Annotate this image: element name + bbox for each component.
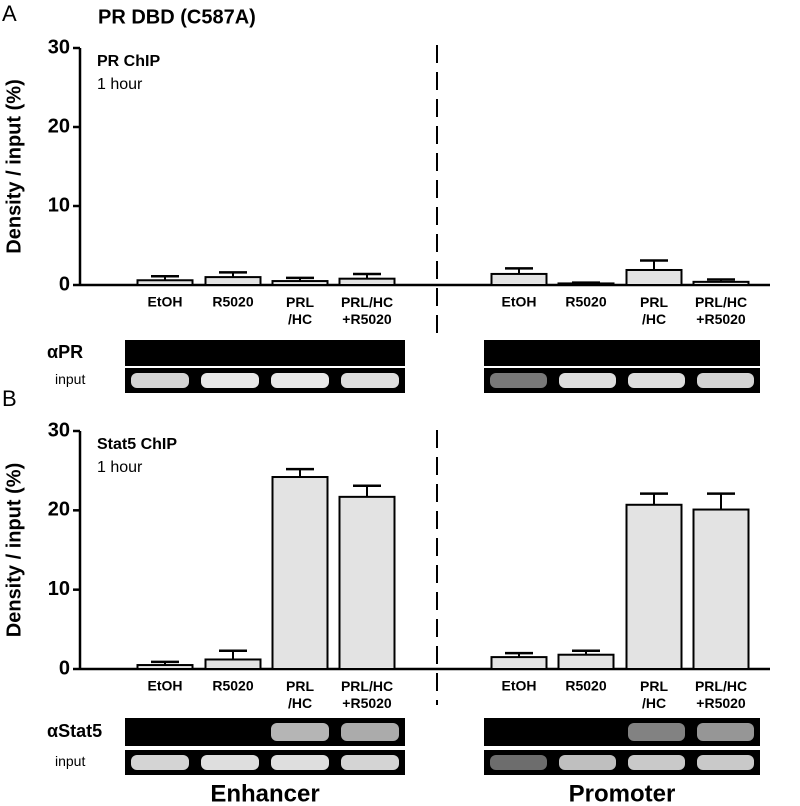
gel-band xyxy=(628,373,685,388)
gel-band xyxy=(201,373,259,388)
x-tick-label: R5020 xyxy=(565,678,606,694)
x-tick-label: PRL/HC xyxy=(640,294,668,327)
gel-band xyxy=(628,755,685,770)
x-tick-label: PRL/HC xyxy=(640,678,668,711)
y-tick-label: 10 xyxy=(48,194,70,216)
gel-label: input xyxy=(55,753,85,769)
panel-letter: B xyxy=(2,386,17,411)
gel-band xyxy=(559,755,616,770)
annotation: 1 hour xyxy=(97,76,143,93)
gel xyxy=(484,340,760,366)
legend-label: Enhancer xyxy=(210,780,319,806)
x-tick-label: PRL/HC +R5020 xyxy=(341,678,393,711)
x-tick-label: EtOH xyxy=(502,294,537,310)
x-tick-label: PRL/HC xyxy=(286,678,314,711)
bar xyxy=(271,280,329,286)
bar xyxy=(338,277,396,286)
bar xyxy=(204,276,262,287)
bar xyxy=(625,268,683,286)
gel-band xyxy=(490,373,547,388)
bar xyxy=(692,508,750,671)
bar xyxy=(557,282,615,287)
x-tick-label: PRL/HC +R5020 xyxy=(695,678,747,711)
gel-band xyxy=(490,755,547,770)
bar xyxy=(136,664,194,670)
gel-band xyxy=(341,723,399,741)
gel-band xyxy=(131,373,189,388)
gel-band xyxy=(271,755,329,770)
bar xyxy=(271,476,329,670)
gel-band xyxy=(628,723,685,741)
x-tick-label: PRL/HC xyxy=(286,294,314,327)
gel-band xyxy=(697,723,754,741)
bar xyxy=(557,653,615,670)
x-tick-label: EtOH xyxy=(148,678,183,694)
bar xyxy=(490,656,548,670)
gel-band xyxy=(697,373,754,388)
annotation: 1 hour xyxy=(97,459,143,476)
y-tick-label: 0 xyxy=(59,273,70,295)
x-tick-label: EtOH xyxy=(148,294,183,310)
gel-band xyxy=(271,373,329,388)
x-tick-label: R5020 xyxy=(565,294,606,310)
y-tick-label: 20 xyxy=(48,499,70,521)
gel-label: αStat5 xyxy=(47,721,102,741)
annotation: PR ChIP xyxy=(97,53,160,70)
gel-label: αPR xyxy=(47,342,83,362)
y-tick-label: 30 xyxy=(48,419,70,441)
bar xyxy=(136,279,194,287)
bar xyxy=(692,280,750,286)
annotation: Stat5 ChIP xyxy=(97,436,177,453)
y-axis-label: Density / input (%) xyxy=(3,463,25,637)
x-tick-label: R5020 xyxy=(212,678,253,694)
x-tick-label: R5020 xyxy=(212,294,253,310)
x-tick-label: PRL/HC +R5020 xyxy=(341,294,393,327)
x-tick-label: EtOH xyxy=(502,678,537,694)
gel-band xyxy=(341,373,399,388)
panel-letter: A xyxy=(2,1,17,26)
bar xyxy=(490,272,548,287)
gel-band xyxy=(697,755,754,770)
x-tick-label: PRL/HC +R5020 xyxy=(695,294,747,327)
gel-band xyxy=(271,723,329,741)
y-tick-label: 30 xyxy=(48,36,70,58)
gel-label: input xyxy=(55,371,85,387)
y-tick-label: 0 xyxy=(59,657,70,679)
y-tick-label: 20 xyxy=(48,115,70,137)
legend-label: Promoter xyxy=(569,780,676,806)
y-tick-label: 10 xyxy=(48,578,70,600)
bar xyxy=(204,658,262,670)
bar xyxy=(338,495,396,671)
bar xyxy=(625,503,683,670)
y-axis-label: Density / input (%) xyxy=(3,79,25,253)
gel-band xyxy=(559,373,616,388)
chart-title: PR DBD (C587A) xyxy=(98,6,256,28)
gel-band xyxy=(201,755,259,770)
gel-band xyxy=(131,755,189,770)
gel-band xyxy=(341,755,399,770)
gel xyxy=(125,340,405,366)
